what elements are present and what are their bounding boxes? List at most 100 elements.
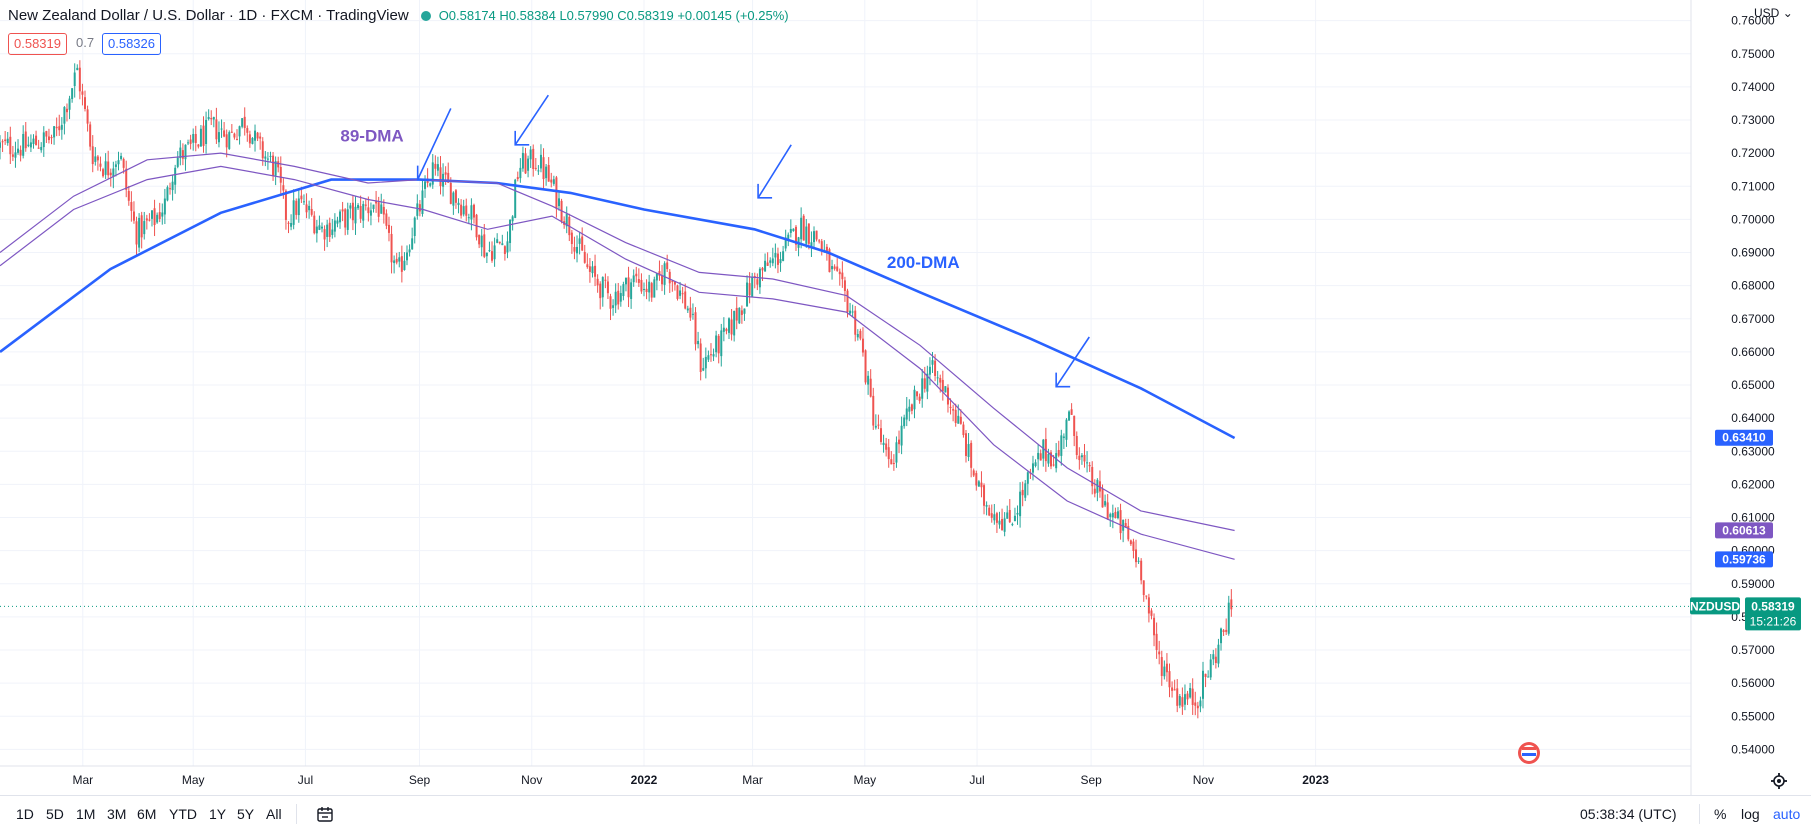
candle-body (176, 157, 179, 167)
candle-body (58, 126, 61, 131)
log-toggle[interactable]: log (1741, 806, 1760, 822)
candle-body (174, 167, 177, 185)
range-ytd[interactable]: YTD (169, 806, 197, 822)
date-range-icon[interactable] (316, 805, 334, 823)
candle-body (534, 167, 537, 169)
candle-body (1158, 651, 1161, 655)
candle-body (766, 262, 769, 266)
candle-body (339, 211, 342, 223)
candle-body (290, 222, 293, 227)
price-axis[interactable]: 0.540000.550000.560000.570000.580000.590… (1731, 14, 1775, 757)
candle-body (359, 206, 362, 219)
range-3m[interactable]: 3M (107, 806, 127, 822)
candle-body (323, 229, 326, 240)
x-tick-label: Mar (72, 773, 93, 787)
candle-body (1171, 687, 1174, 691)
candle-body (1227, 602, 1230, 634)
candle-body (444, 172, 447, 175)
currency-label: USD (1754, 6, 1780, 20)
annotation-arrow (757, 144, 792, 199)
candle-body (279, 166, 282, 183)
range-1m[interactable]: 1M (76, 806, 96, 822)
candle-body (619, 293, 622, 302)
candle-body (1060, 435, 1063, 456)
buy-price-box[interactable]: 0.58326 (102, 33, 161, 55)
price-label-bg (1715, 551, 1773, 568)
candle-body (748, 283, 751, 296)
candle-body (506, 241, 509, 253)
range-6m[interactable]: 6M (137, 806, 157, 822)
candle-body (805, 226, 808, 244)
candle-body (60, 124, 63, 130)
candle-body (1013, 515, 1016, 522)
candle-body (547, 165, 550, 182)
candle-body (1168, 671, 1171, 688)
candle-body (1199, 700, 1202, 707)
candle-body (78, 67, 81, 92)
range-5d[interactable]: 5D (46, 806, 64, 822)
candle-body (872, 395, 875, 426)
candle-body (1093, 488, 1096, 494)
candle-body (588, 266, 591, 272)
ma-line-89-dma (0, 152, 1235, 532)
candle-body (261, 141, 264, 159)
candle-body (1104, 501, 1107, 506)
range-5y[interactable]: 5Y (237, 806, 255, 822)
candle-body (1196, 705, 1199, 709)
clock-time[interactable]: 05:38:34 (UTC) (1580, 806, 1677, 822)
time-axis[interactable]: Mar May Jul Sep Nov 2022 Mar May Jul Sep Nov 2023 (72, 773, 1329, 787)
auto-toggle[interactable]: auto (1773, 806, 1801, 822)
candle-body (364, 204, 367, 206)
range-all[interactable]: All (266, 806, 282, 822)
candle-body (27, 144, 30, 146)
candle-body (918, 396, 921, 401)
candle-body (673, 281, 676, 285)
symbol-title[interactable]: New Zealand Dollar / U.S. Dollar · 1D · … (8, 7, 409, 24)
candle-body (491, 251, 494, 261)
range-1d[interactable]: 1D (16, 806, 34, 822)
percent-toggle[interactable]: % (1714, 806, 1727, 822)
settings-gear-icon[interactable] (1771, 773, 1787, 789)
candle-body (89, 124, 92, 147)
candle-body (282, 185, 285, 191)
flag-icon[interactable] (1518, 742, 1540, 764)
candle-body (140, 215, 143, 238)
candle-body (496, 239, 499, 243)
candle-body (1186, 693, 1189, 700)
candle-body (73, 72, 76, 87)
candle-body (594, 265, 597, 277)
candle-body (831, 266, 834, 270)
candle-body (199, 128, 202, 147)
candle-body (836, 266, 839, 271)
ma-line-ma (0, 165, 1235, 560)
candle-body (1145, 595, 1148, 597)
candle-body (885, 443, 888, 450)
sell-price-box[interactable]: 0.58319 (8, 33, 67, 55)
candle-body (539, 154, 542, 169)
candle-body (24, 131, 27, 149)
candle-body (552, 179, 555, 184)
y-tick-label: 0.57000 (1731, 643, 1775, 657)
candle-body (284, 190, 287, 220)
candle-body (107, 161, 110, 176)
candle-body (138, 217, 141, 248)
range-1y[interactable]: 1Y (209, 806, 227, 822)
candle-body (557, 198, 560, 207)
candle-body (983, 485, 986, 506)
candle-body (68, 98, 71, 110)
price-chart[interactable]: 89-DMA 200-DMA 0.54000 0.55000 0.56000 0.570… (0, 0, 1811, 795)
candle-body (1124, 523, 1127, 528)
candle-body (104, 161, 107, 175)
candle-body (449, 182, 452, 204)
candle-body (815, 230, 818, 240)
candle-body (1217, 644, 1220, 664)
candle-body (465, 205, 468, 216)
arrow-head (514, 130, 530, 146)
currency-selector[interactable]: USD ⌄ (1754, 6, 1793, 20)
candle-body (668, 271, 671, 284)
annotation-arrow (514, 94, 549, 146)
candle-body (985, 505, 988, 507)
candle-body (622, 284, 625, 297)
candle-body (944, 386, 947, 393)
candle-body (1037, 452, 1040, 460)
